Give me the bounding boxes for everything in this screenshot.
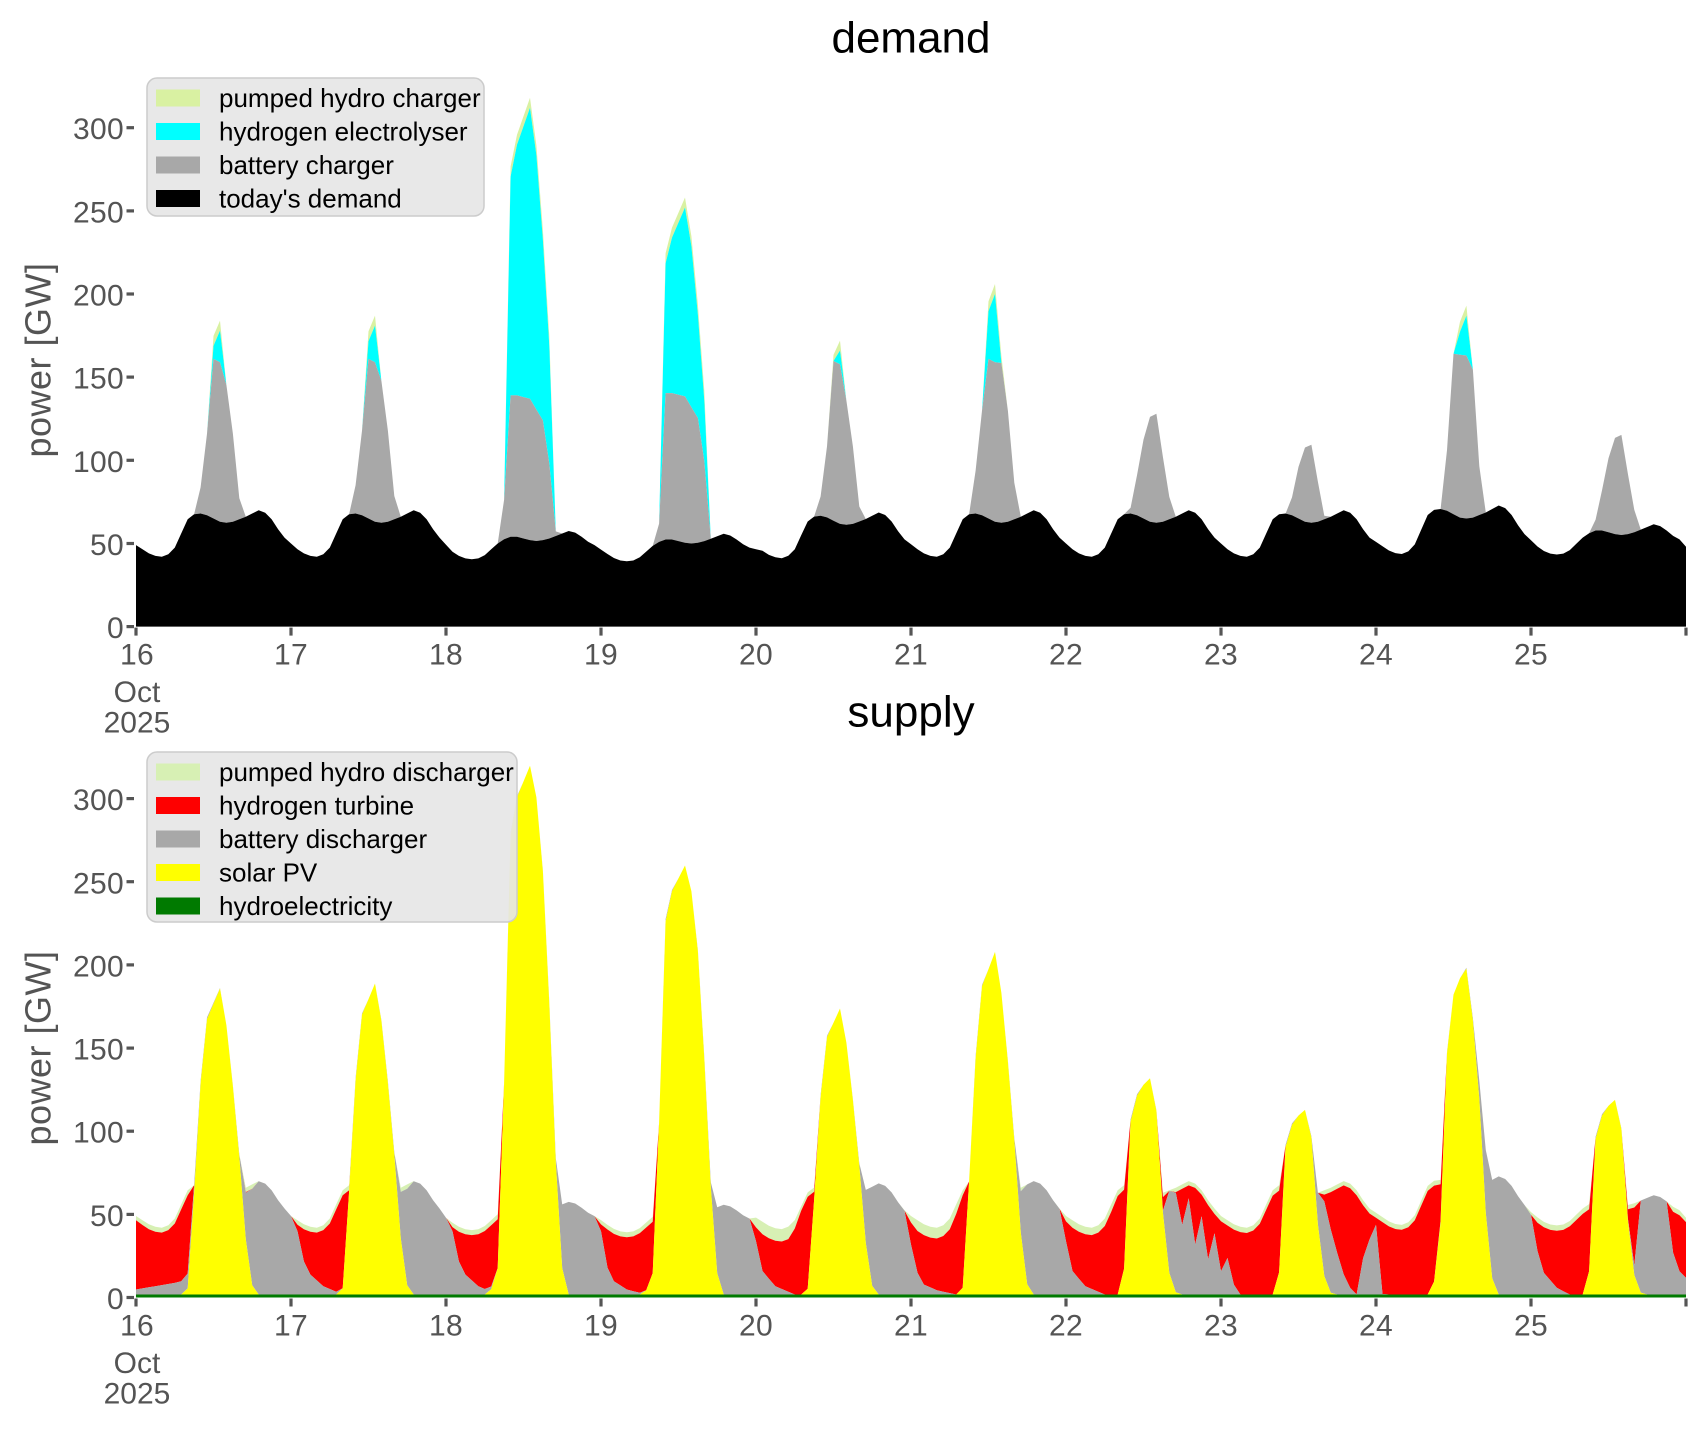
svg-text:100: 100 bbox=[73, 1117, 124, 1150]
svg-text:0: 0 bbox=[107, 612, 124, 645]
svg-text:16: 16 bbox=[120, 639, 154, 672]
svg-text:22: 22 bbox=[1049, 1310, 1083, 1343]
svg-text:25: 25 bbox=[1514, 1310, 1548, 1343]
svg-text:250: 250 bbox=[73, 867, 124, 900]
svg-text:pumped hydro charger: pumped hydro charger bbox=[219, 83, 481, 113]
svg-text:300: 300 bbox=[73, 784, 124, 817]
svg-text:18: 18 bbox=[429, 1310, 463, 1343]
svg-text:300: 300 bbox=[73, 113, 124, 146]
svg-text:250: 250 bbox=[73, 196, 124, 229]
svg-text:demand: demand bbox=[831, 14, 990, 63]
svg-text:25: 25 bbox=[1514, 639, 1548, 672]
svg-text:17: 17 bbox=[274, 639, 308, 672]
svg-text:100: 100 bbox=[73, 446, 124, 479]
svg-text:23: 23 bbox=[1204, 639, 1238, 672]
svg-text:50: 50 bbox=[90, 529, 124, 562]
svg-text:hydrogen turbine: hydrogen turbine bbox=[219, 791, 414, 821]
svg-text:power [GW]: power [GW] bbox=[18, 262, 59, 457]
svg-text:16: 16 bbox=[120, 1310, 154, 1343]
svg-text:21: 21 bbox=[894, 1310, 928, 1343]
svg-text:200: 200 bbox=[73, 280, 124, 313]
svg-text:battery charger: battery charger bbox=[219, 150, 394, 180]
svg-text:24: 24 bbox=[1359, 639, 1393, 672]
svg-text:22: 22 bbox=[1049, 639, 1083, 672]
svg-text:24: 24 bbox=[1359, 1310, 1393, 1343]
svg-text:150: 150 bbox=[73, 1034, 124, 1067]
svg-text:0: 0 bbox=[107, 1283, 124, 1316]
svg-text:23: 23 bbox=[1204, 1310, 1238, 1343]
svg-text:2025: 2025 bbox=[104, 1378, 171, 1411]
svg-text:today's demand: today's demand bbox=[219, 184, 402, 214]
svg-text:17: 17 bbox=[274, 1310, 308, 1343]
svg-text:18: 18 bbox=[429, 639, 463, 672]
svg-text:21: 21 bbox=[894, 639, 928, 672]
svg-text:supply: supply bbox=[847, 688, 974, 737]
svg-text:Oct: Oct bbox=[114, 1347, 161, 1380]
svg-text:200: 200 bbox=[73, 950, 124, 983]
svg-text:battery discharger: battery discharger bbox=[219, 824, 427, 854]
svg-text:hydroelectricity: hydroelectricity bbox=[219, 891, 392, 921]
svg-text:hydrogen electrolyser: hydrogen electrolyser bbox=[219, 117, 468, 147]
svg-text:19: 19 bbox=[584, 1310, 618, 1343]
svg-text:power [GW]: power [GW] bbox=[18, 950, 59, 1145]
svg-text:solar PV: solar PV bbox=[219, 858, 318, 888]
svg-text:20: 20 bbox=[739, 639, 773, 672]
svg-text:2025: 2025 bbox=[104, 707, 171, 740]
svg-text:Oct: Oct bbox=[114, 676, 161, 709]
svg-text:pumped hydro discharger: pumped hydro discharger bbox=[219, 757, 514, 787]
svg-text:19: 19 bbox=[584, 639, 618, 672]
svg-text:20: 20 bbox=[739, 1310, 773, 1343]
svg-text:150: 150 bbox=[73, 363, 124, 396]
svg-text:50: 50 bbox=[90, 1200, 124, 1233]
